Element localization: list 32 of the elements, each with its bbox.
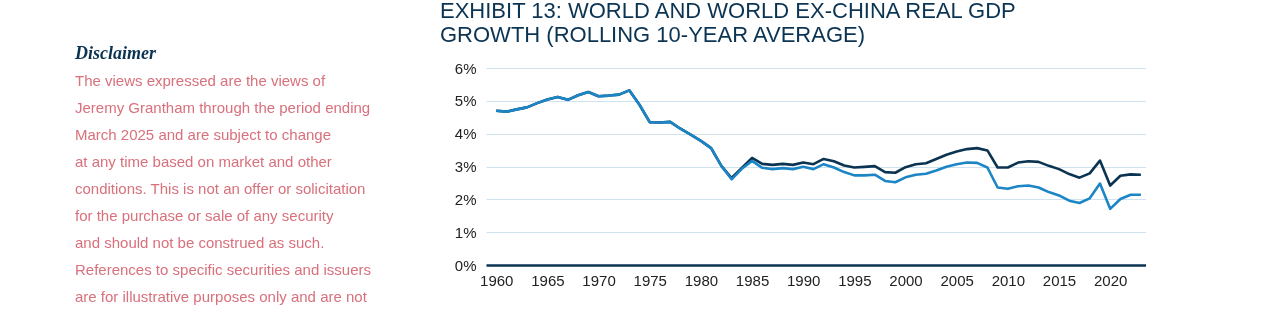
y-tick-label: 5% [454, 92, 477, 110]
x-tick-label: 1970 [582, 271, 616, 289]
y-tick-label: 3% [454, 158, 477, 175]
text: March 2025 and are subject to change [75, 126, 332, 143]
text: Disclaimer [74, 43, 157, 63]
line-series [494, 89, 1143, 211]
text: References to specific securities and issuers [75, 261, 371, 278]
x-tick-label: 2005 [940, 271, 974, 289]
x-tick-label: 2000 [889, 271, 923, 289]
chart-title: EXHIBIT 13: WORLD AND WORLD EX-CHINA REAL GDP GROWTH (ROLLING 10-YEAR AVERAGE) [440, 0, 1016, 47]
text: Jeremy Grantham through the period ending [75, 99, 371, 116]
x-tick-label: 1995 [838, 271, 872, 289]
x-tick-label: 1985 [735, 271, 770, 289]
text: at any time based on market and other [75, 153, 332, 170]
x-tick-label: 2020 [1094, 271, 1128, 289]
x-tick-label: 2010 [991, 271, 1026, 289]
text: and should not be construed as such. [75, 234, 325, 251]
x-tick-label: 1965 [531, 271, 565, 289]
x-tick-label: 1975 [633, 271, 667, 289]
y-tick-label: 0% [454, 256, 477, 274]
x-tick-label: 2015 [1042, 271, 1077, 289]
y-tick-label: 2% [454, 190, 477, 208]
y-tick-label: 1% [454, 223, 477, 241]
x-tick-label: 1960 [480, 271, 514, 289]
x-tick-label: 1980 [684, 271, 719, 289]
x-tick-label: 1990 [787, 271, 821, 289]
y-tick-label: 4% [454, 125, 477, 143]
text: The views expressed are the views of [75, 72, 326, 89]
text: conditions. This is not an offer or solicitation [75, 180, 366, 197]
text: for the purchase or sale of any security [75, 207, 334, 224]
text: are for illustrative purposes only and are not [75, 288, 368, 305]
y-tick-label: 6% [454, 59, 477, 77]
